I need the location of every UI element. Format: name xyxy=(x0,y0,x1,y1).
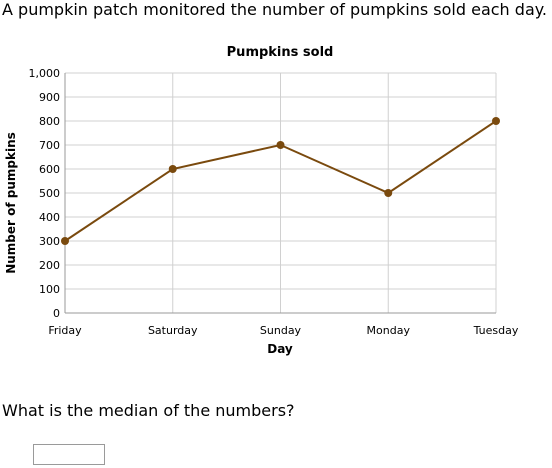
y-axis-label: Number of pumpkins xyxy=(4,132,18,274)
x-tick-label: Friday xyxy=(48,324,82,337)
data-point xyxy=(492,117,500,125)
y-tick-label: 600 xyxy=(39,163,60,176)
y-tick-label: 400 xyxy=(39,211,60,224)
x-tick-label: Tuesday xyxy=(473,324,519,337)
x-tick-label: Saturday xyxy=(148,324,198,337)
y-axis-ticks: 0 100 200 300 400 500 600 700 800 900 1,000 xyxy=(29,67,61,320)
answer-input[interactable] xyxy=(33,444,105,465)
grid xyxy=(64,72,497,314)
question-text: What is the median of the numbers? xyxy=(2,401,295,420)
data-point xyxy=(168,165,177,173)
y-tick-label: 900 xyxy=(39,91,60,104)
line-chart: Pumpkins sold 0 100 200 300 400 500 600 700 800 9… xyxy=(4,45,519,356)
data-point xyxy=(384,189,393,197)
series-pumpkins xyxy=(61,117,500,245)
data-point xyxy=(61,237,69,245)
chart-title: Pumpkins sold xyxy=(227,45,334,60)
y-tick-label: 700 xyxy=(39,139,60,152)
intro-text: A pumpkin patch monitored the number of … xyxy=(2,0,548,19)
data-point xyxy=(276,141,285,149)
y-tick-label: 0 xyxy=(53,307,60,320)
y-tick-label: 200 xyxy=(39,259,60,272)
x-axis-label: Day xyxy=(267,342,293,356)
y-tick-label: 1,000 xyxy=(29,67,61,80)
y-tick-label: 800 xyxy=(39,115,60,128)
x-tick-label: Monday xyxy=(367,324,411,337)
x-tick-label: Sunday xyxy=(260,324,302,337)
x-axis-ticks: Friday Saturday Sunday Monday Tuesday xyxy=(48,324,519,337)
y-tick-label: 100 xyxy=(39,283,60,296)
y-tick-label: 500 xyxy=(39,187,60,200)
y-tick-label: 300 xyxy=(39,235,60,248)
